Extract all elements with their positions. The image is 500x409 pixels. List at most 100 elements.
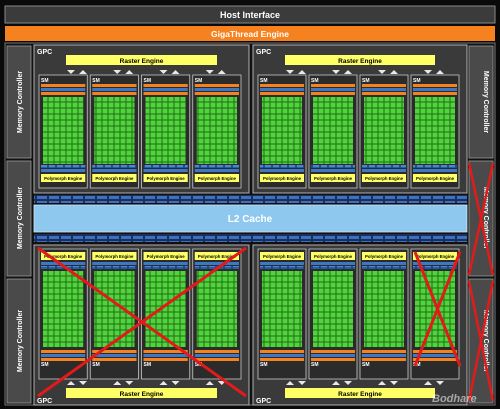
arrow-icon bbox=[344, 70, 352, 74]
arrow-icon bbox=[378, 70, 386, 74]
arrow-icon bbox=[344, 381, 352, 385]
raster-engine-bar bbox=[285, 388, 435, 398]
cuda-core-grid bbox=[145, 271, 186, 347]
arrow-icon bbox=[205, 381, 214, 385]
polymorph-engine-bar bbox=[194, 174, 239, 182]
sm-block: Polymorph Engine SM bbox=[359, 248, 409, 380]
memory-controller-left-bottom: Memory Controller bbox=[6, 278, 32, 404]
sm-label: SM bbox=[92, 78, 100, 84]
sm-label: SM bbox=[413, 78, 421, 84]
arrow-icon bbox=[113, 70, 122, 74]
arrow-icon bbox=[125, 70, 134, 74]
sm-label: SM bbox=[311, 78, 319, 84]
arrow-icon bbox=[67, 70, 75, 74]
polymorph-engine-bar bbox=[92, 252, 137, 260]
host-interface-bar bbox=[4, 5, 496, 24]
arrow-icon bbox=[286, 381, 294, 385]
cuda-core-grid bbox=[364, 97, 404, 164]
polymorph-engine-label: Polymorph Engine bbox=[416, 176, 455, 181]
polymorph-engine-bar bbox=[260, 252, 304, 260]
memory-controller-label: Memory Controller bbox=[17, 310, 24, 373]
arrow-icon bbox=[171, 70, 180, 74]
cuda-core-grid bbox=[145, 97, 186, 164]
cuda-core-grid bbox=[415, 97, 455, 164]
sm-label: SM bbox=[311, 362, 319, 368]
disabled-sm-cross bbox=[413, 251, 462, 367]
arrow-icon bbox=[332, 381, 340, 385]
polymorph-engine-label: Polymorph Engine bbox=[416, 254, 455, 259]
sm-label: SM bbox=[362, 78, 370, 84]
disabled-memory-controller-cross bbox=[467, 162, 495, 276]
polymorph-engine-label: Polymorph Engine bbox=[95, 254, 134, 259]
polymorph-engine-label: Polymorph Engine bbox=[263, 176, 302, 181]
memory-controller-label: Memory Controller bbox=[17, 71, 24, 134]
cuda-core-grid bbox=[196, 271, 237, 347]
sm-label: SM bbox=[41, 78, 49, 84]
sm-block: SM Polymorph Engine bbox=[359, 74, 409, 189]
polymorph-engine-bar bbox=[413, 174, 457, 182]
arrow-icon bbox=[298, 381, 306, 385]
cuda-core-grid bbox=[364, 271, 404, 347]
arrow-icon bbox=[436, 70, 444, 74]
arrow-icon bbox=[298, 70, 306, 74]
sm-block: SM Polymorph Engine bbox=[192, 74, 242, 189]
sm-block: Polymorph Engine SM bbox=[257, 248, 307, 380]
sm-block: Polymorph Engine SM bbox=[89, 248, 139, 380]
sm-block: SM Polymorph Engine bbox=[89, 74, 139, 189]
arrow-icon bbox=[390, 70, 398, 74]
gigathread-engine-bar bbox=[5, 26, 495, 41]
raster-engine-label: Raster Engine bbox=[120, 58, 164, 65]
polymorph-engine-label: Polymorph Engine bbox=[147, 254, 186, 259]
arrow-icon bbox=[205, 70, 214, 74]
arrow-icon bbox=[390, 381, 398, 385]
sm-block: Polymorph Engine SM bbox=[308, 248, 358, 380]
disabled-memory-controller-cross bbox=[467, 280, 495, 402]
sm-label: SM bbox=[144, 78, 152, 84]
polymorph-engine-bar bbox=[143, 252, 188, 260]
polymorph-engine-bar bbox=[311, 174, 355, 182]
polymorph-engine-bar bbox=[362, 252, 406, 260]
watermark-text: Bodhare bbox=[432, 393, 477, 405]
arrow-icon bbox=[67, 381, 75, 385]
gpc-label: GPC bbox=[37, 398, 52, 405]
gpc-label: GPC bbox=[37, 49, 52, 56]
sm-label: SM bbox=[195, 78, 203, 84]
memory-controller-left-middle: Memory Controller bbox=[6, 160, 32, 277]
polymorph-engine-label: Polymorph Engine bbox=[147, 176, 186, 181]
sm-block: SM Polymorph Engine bbox=[141, 74, 191, 189]
arrow-icon bbox=[286, 70, 294, 74]
polymorph-engine-bar bbox=[41, 174, 86, 182]
cuda-core-grid bbox=[94, 97, 135, 164]
sm-block: SM Polymorph Engine bbox=[308, 74, 358, 189]
polymorph-engine-label: Polymorph Engine bbox=[198, 254, 237, 259]
arrow-icon bbox=[332, 70, 340, 74]
gigathread-engine-label: GigaThread Engine bbox=[211, 29, 289, 39]
arrow-icon bbox=[171, 381, 180, 385]
arrow-icon bbox=[378, 381, 386, 385]
raster-engine-label: Raster Engine bbox=[338, 58, 382, 65]
arrow-icon bbox=[217, 70, 226, 74]
raster-engine-bar bbox=[285, 55, 435, 65]
polymorph-engine-label: Polymorph Engine bbox=[44, 176, 83, 181]
host-interface-label: Host Interface bbox=[220, 10, 280, 20]
polymorph-engine-bar bbox=[194, 252, 239, 260]
polymorph-engine-label: Polymorph Engine bbox=[198, 176, 237, 181]
cuda-core-grid bbox=[262, 97, 302, 164]
sm-block: Polymorph Engine SM bbox=[141, 248, 191, 380]
sm-block: SM Polymorph Engine bbox=[38, 74, 88, 189]
polymorph-engine-label: Polymorph Engine bbox=[263, 254, 302, 259]
memory-controller-label: Memory Controller bbox=[17, 187, 24, 250]
polymorph-engine-bar bbox=[260, 174, 304, 182]
polymorph-engine-label: Polymorph Engine bbox=[314, 176, 353, 181]
gpc-label: GPC bbox=[256, 49, 271, 56]
raster-engine-bar bbox=[66, 55, 217, 65]
sm-label: SM bbox=[195, 362, 203, 368]
polymorph-engine-label: Polymorph Engine bbox=[44, 254, 83, 259]
polymorph-engine-bar bbox=[362, 174, 406, 182]
gpc-top-left: GPC Raster Engine SM Polymorph Engine SM Poly… bbox=[33, 44, 250, 194]
polymorph-engine-label: Polymorph Engine bbox=[314, 254, 353, 259]
cuda-core-grid bbox=[43, 97, 84, 164]
memory-controller-left-top: Memory Controller bbox=[6, 45, 32, 159]
raster-engine-label: Raster Engine bbox=[120, 391, 164, 398]
